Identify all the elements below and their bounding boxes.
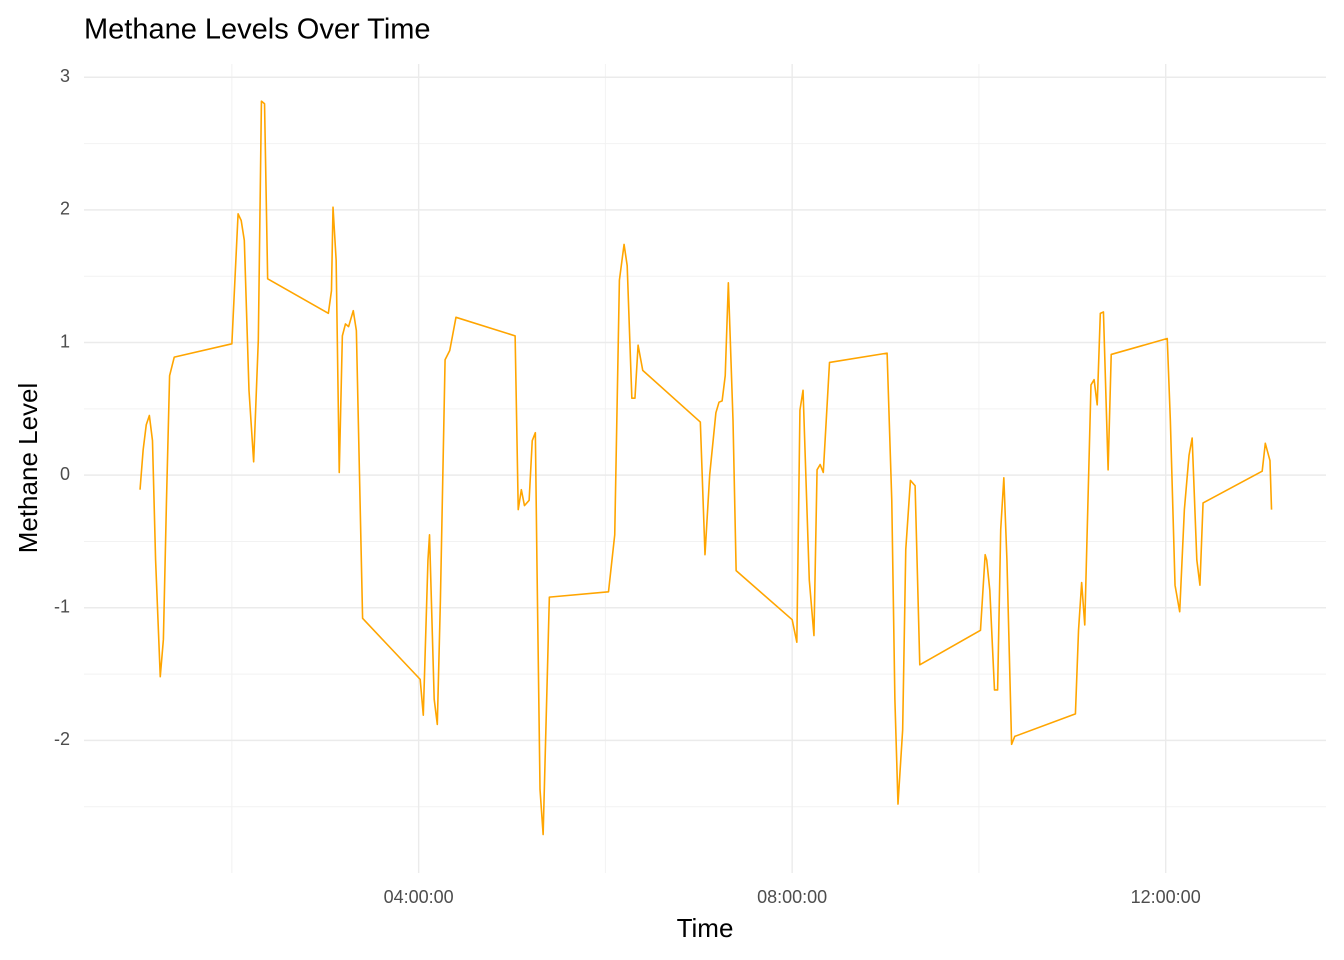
y-tick-label: -1 bbox=[54, 597, 70, 617]
x-tick-label: 08:00:00 bbox=[757, 887, 827, 907]
y-tick-label: -2 bbox=[54, 729, 70, 749]
y-tick-label: 2 bbox=[60, 199, 70, 219]
y-tick-label: 0 bbox=[60, 464, 70, 484]
chart-title: Methane Levels Over Time bbox=[84, 14, 431, 46]
y-axis-title: Methane Level bbox=[13, 383, 43, 554]
data-line bbox=[139, 100, 1273, 836]
x-tick-label: 04:00:00 bbox=[384, 887, 454, 907]
y-tick-label: 1 bbox=[60, 331, 70, 351]
y-tick-label: 3 bbox=[60, 66, 70, 86]
x-tick-label: 12:00:00 bbox=[1131, 887, 1201, 907]
x-axis-title: Time bbox=[677, 913, 734, 943]
